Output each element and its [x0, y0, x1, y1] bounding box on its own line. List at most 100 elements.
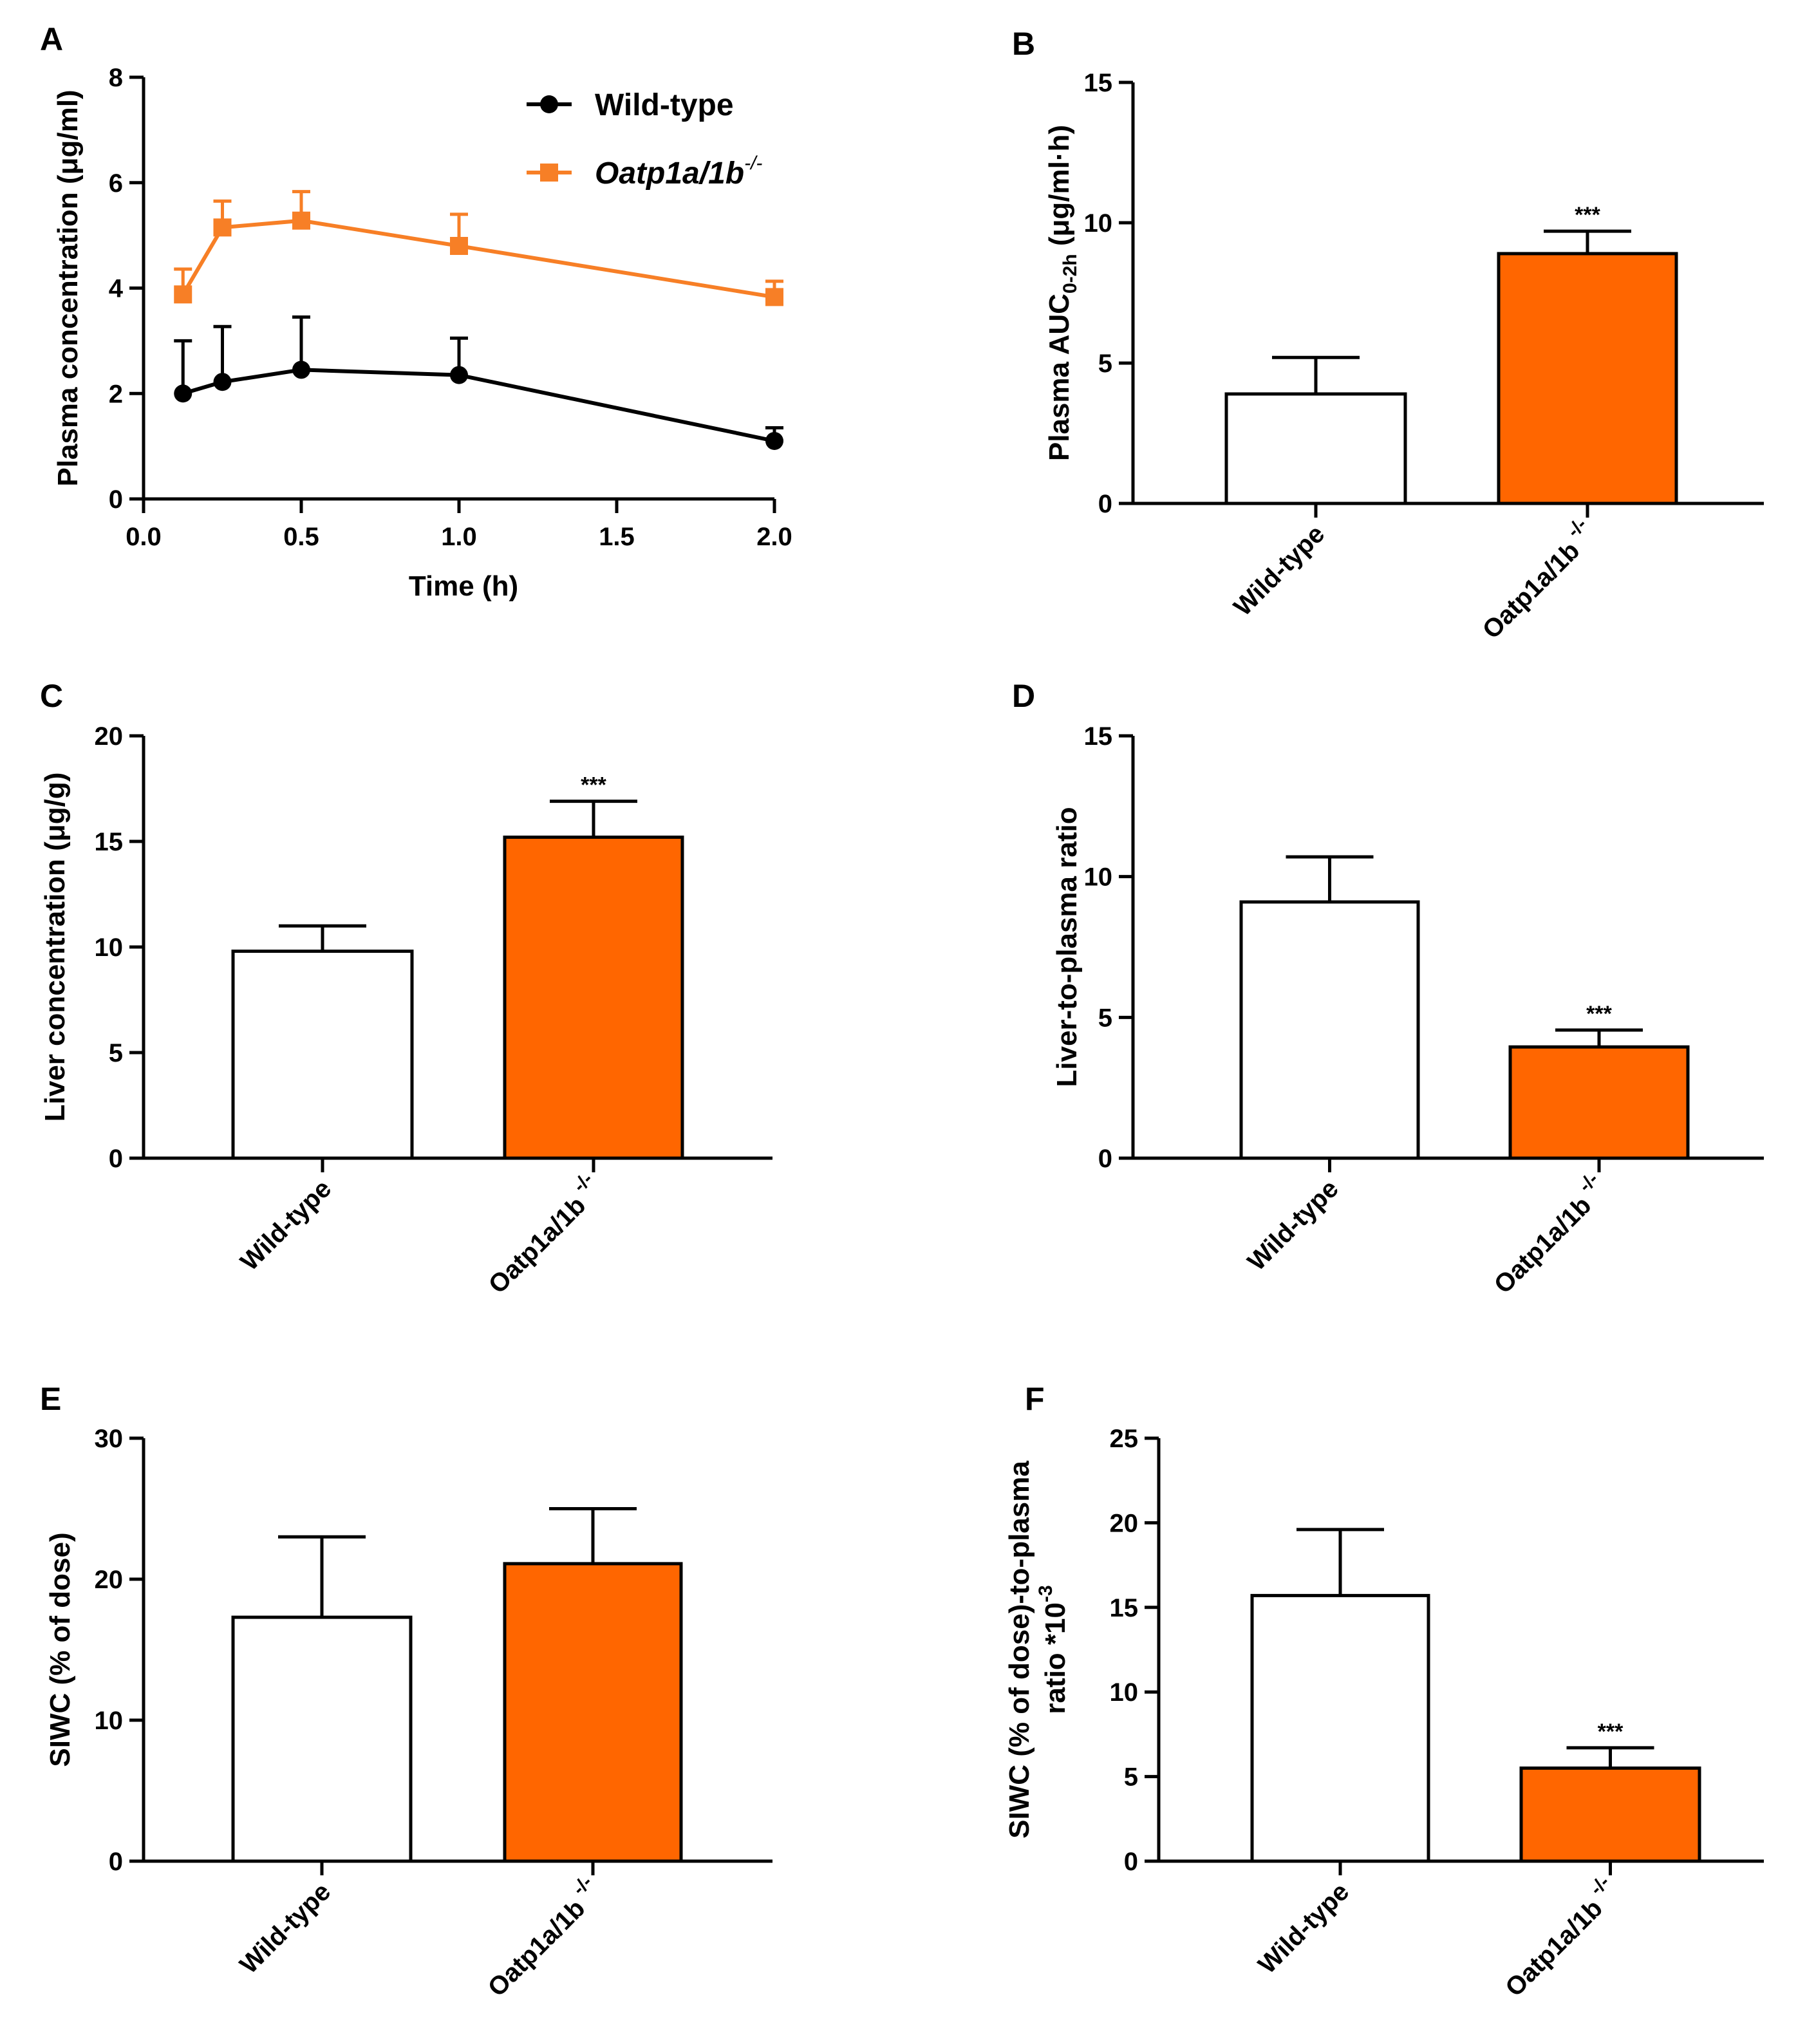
y-tick-label: 5 [1098, 350, 1112, 378]
data-point [213, 218, 232, 237]
y-axis-label-text: Liver-to-plasma ratio [1051, 807, 1083, 1087]
bar [1239, 900, 1420, 1160]
chart-panel-F: F *** Wild-type Oatp1a/1b -/- 0 5 10 15 20 25 SIWC… [1004, 1381, 1764, 2002]
x-tick-label: 2.0 [756, 523, 792, 551]
x-tick-label: 0.5 [283, 523, 319, 551]
bar [503, 835, 684, 1160]
panel-label: D [1012, 678, 1035, 714]
y-tick-label: 6 [109, 169, 123, 198]
x-tick-label: 1.0 [441, 523, 477, 551]
bar [1508, 1045, 1690, 1160]
legend-entry: Oatp1a/1b-/- [595, 153, 762, 191]
y-tick-label: 10 [1084, 209, 1113, 238]
data-point [292, 211, 310, 230]
legend-label: Oatp1a/1b [595, 156, 744, 191]
x-tick-label: Oatp1a/1b -/- [1483, 1168, 1613, 1299]
bar [231, 1615, 413, 1863]
x-tick-label: Oatp1a/1b -/- [477, 1168, 608, 1299]
data-point [174, 384, 192, 403]
y-tick-label: 15 [1110, 1594, 1139, 1622]
category-label: Wild-type [1242, 1174, 1344, 1276]
y-tick-label: 25 [1110, 1425, 1139, 1453]
series-2 [174, 190, 783, 306]
y-axis-label: Liver concentration (μg/g) [39, 773, 71, 1122]
bar [1224, 392, 1407, 505]
data-point [292, 361, 310, 379]
y-axis-label: Liver-to-plasma ratio [1051, 807, 1083, 1087]
x-tick-label: Wild-type [1253, 1877, 1354, 1979]
y-tick-label: 5 [1098, 1004, 1112, 1032]
y-tick-label: 15 [1084, 69, 1113, 97]
y-axis-label: SIWC (% of dose)-to-plasma [1004, 1461, 1035, 1839]
significance-label: *** [581, 773, 606, 798]
y-axis-label-text: SIWC (% of dose) [44, 1532, 76, 1767]
y-axis-label-text: Plasma AUC [1044, 294, 1075, 461]
y-axis-label-subscript: 0-2h [1060, 254, 1081, 294]
panel-label: C [40, 678, 63, 714]
y-axis-label-superscript: -3 [1035, 1585, 1056, 1602]
y-tick-label: 0 [1124, 1848, 1138, 1876]
category-label: Wild-type [1228, 520, 1330, 621]
x-tick-label: Oatp1a/1b -/- [1494, 1871, 1625, 2002]
category-label: Oatp1a/1b [483, 1894, 591, 2002]
legend-marker [540, 95, 558, 113]
y-axis-label-unit: (μg/ml·h) [1044, 125, 1075, 254]
series-line [182, 368, 775, 443]
panel-label: B [1012, 26, 1035, 62]
data-point [213, 373, 232, 391]
x-tick-label: Wild-type [1228, 520, 1330, 621]
significance-label: *** [1598, 1720, 1624, 1744]
panel-label: F [1025, 1381, 1045, 1417]
y-tick-label: 10 [1084, 863, 1113, 892]
y-tick-label: 0 [1098, 490, 1112, 518]
x-tick-label: Wild-type [235, 1174, 337, 1276]
legend-entry: Wild-type [595, 88, 734, 122]
y-axis-label: Plasma AUC0-2h (μg/ml·h) [1044, 125, 1081, 461]
y-tick-label: 20 [1110, 1509, 1139, 1537]
y-tick-label: 0 [109, 485, 123, 514]
x-tick-label: Wild-type [234, 1877, 336, 1979]
category-label: Oatp1a/1b [1489, 1191, 1597, 1299]
legend-marker [540, 164, 558, 182]
bar [503, 1562, 683, 1863]
y-tick-label: 0 [109, 1848, 123, 1876]
data-point [174, 285, 192, 304]
x-tick-label: Wild-type [1242, 1174, 1344, 1276]
category-label: Oatp1a/1b [1500, 1894, 1608, 2002]
category-label: Wild-type [234, 1877, 336, 1979]
category-label: Oatp1a/1b [483, 1191, 592, 1299]
y-tick-label: 4 [109, 275, 124, 303]
y-tick-label: 0 [109, 1145, 123, 1173]
y-axis-label: Plasma concentration (μg/ml) [52, 89, 84, 486]
x-tick-label: 0.0 [126, 523, 162, 551]
series-line [181, 218, 775, 299]
y-axis-label-line2: ratio *10-3 [1035, 1585, 1071, 1714]
x-tick-label: Oatp1a/1b -/- [476, 1871, 607, 2002]
y-tick-label: 10 [95, 933, 124, 962]
chart-panel-E: E Wild-type Oatp1a/1b -/- 0 10 20 30 SIWC (% of… [40, 1381, 772, 2002]
chart-panel-C: C *** Wild-type Oatp1a/1b -/- 0 5 10 15 20 Liver … [39, 678, 772, 1299]
y-tick-label: 15 [1084, 722, 1113, 751]
significance-label: *** [1575, 203, 1600, 227]
y-axis-label-text: ratio *10 [1040, 1602, 1071, 1714]
y-axis-label: SIWC (% of dose) [44, 1532, 76, 1767]
legend: Wild-type Oatp1a/1b-/- [527, 88, 762, 191]
y-tick-label: 10 [95, 1707, 124, 1735]
chart-panel-D: D *** Wild-type Oatp1a/1b -/- 0 5 10 15 Liver-to… [1012, 678, 1764, 1299]
y-tick-label: 10 [1110, 1678, 1139, 1707]
legend-superscript: -/- [744, 153, 762, 174]
y-tick-label: 30 [95, 1425, 124, 1453]
category-label: Wild-type [235, 1174, 337, 1276]
legend-label: Wild-type [595, 88, 734, 122]
y-tick-label: 5 [1124, 1763, 1138, 1792]
y-tick-label: 20 [95, 1566, 124, 1594]
data-point [450, 366, 468, 384]
x-axis-label: Time (h) [409, 570, 518, 602]
y-axis-label-text: Liver concentration (μg/g) [39, 773, 71, 1122]
significance-label: *** [1586, 1002, 1612, 1026]
x-tick-label: Oatp1a/1b -/- [1471, 514, 1602, 644]
data-point [765, 288, 783, 306]
y-tick-label: 5 [109, 1039, 123, 1067]
